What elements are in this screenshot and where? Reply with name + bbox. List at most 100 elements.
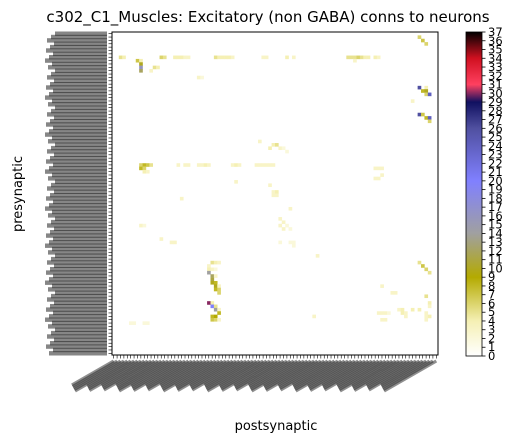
heatmap-cell bbox=[128, 321, 133, 325]
y-tick-label-glyphs bbox=[50, 44, 107, 50]
y-tick-label-glyphs bbox=[50, 156, 107, 161]
x-tick-label-glyphs bbox=[337, 359, 387, 390]
heatmap-cell bbox=[268, 163, 272, 167]
y-tick-label-glyphs bbox=[49, 203, 107, 208]
x-tick-label-glyphs bbox=[339, 359, 393, 393]
heatmap-cell bbox=[271, 190, 276, 194]
heatmap-cell bbox=[397, 307, 401, 312]
colorbar-tick-label: 34 bbox=[488, 51, 503, 65]
heatmap-cell bbox=[424, 116, 429, 120]
x-tick-label-glyphs bbox=[74, 359, 129, 393]
y-tick-label-glyphs bbox=[55, 68, 107, 73]
heatmap-cell bbox=[162, 55, 167, 60]
heatmap-cell bbox=[376, 311, 381, 315]
x-tick-label-glyphs bbox=[307, 359, 353, 388]
heatmap-cell bbox=[268, 183, 272, 188]
heatmap-cell bbox=[424, 294, 429, 299]
y-tick-label-glyphs bbox=[46, 159, 107, 164]
heatmap-cell bbox=[393, 291, 398, 295]
heatmap-cell bbox=[404, 314, 408, 319]
x-tick-label-glyphs bbox=[383, 359, 438, 393]
x-tick-label-glyphs bbox=[220, 359, 271, 391]
y-tick-label-glyphs bbox=[48, 139, 107, 144]
x-tick-label-glyphs bbox=[365, 359, 410, 387]
colorbar-tick-label: 23 bbox=[488, 148, 503, 162]
y-tick-label-glyphs bbox=[51, 330, 107, 336]
heatmap-cell bbox=[227, 55, 232, 60]
y-tick-label-glyphs bbox=[48, 102, 107, 107]
heatmap-cell bbox=[258, 139, 262, 144]
y-tick-label-glyphs bbox=[48, 324, 107, 329]
heatmap-cell bbox=[179, 196, 184, 201]
x-tick-label-glyphs bbox=[146, 359, 196, 390]
colorbar-tick-label: 20 bbox=[488, 174, 503, 188]
x-tick-label-glyphs bbox=[162, 359, 217, 393]
heatmap-cell bbox=[159, 55, 164, 60]
heatmap-cell bbox=[281, 146, 286, 151]
heatmap-cell bbox=[271, 193, 276, 198]
heatmap-cell bbox=[278, 223, 283, 228]
heatmap-cell bbox=[217, 284, 221, 288]
x-tick-label-glyphs bbox=[277, 359, 322, 387]
y-tick-label-glyphs bbox=[50, 341, 107, 346]
x-tick-label-glyphs bbox=[351, 359, 397, 388]
heatmap-cell bbox=[139, 65, 143, 70]
x-tick-label-glyphs bbox=[205, 359, 258, 391]
y-tick-label-glyphs bbox=[54, 41, 107, 46]
heatmap-cell bbox=[207, 270, 211, 275]
y-tick-label-glyphs bbox=[54, 115, 107, 120]
x-tick-label-glyphs bbox=[309, 359, 363, 392]
heatmap-cell bbox=[421, 38, 425, 43]
heatmap-cell bbox=[207, 267, 211, 272]
colorbar-tick-label: 16 bbox=[488, 209, 503, 223]
heatmap-cell bbox=[427, 270, 432, 275]
heatmap-cell bbox=[315, 254, 320, 258]
heatmap-cell bbox=[210, 304, 215, 309]
y-tick-label-glyphs bbox=[45, 169, 107, 174]
y-tick-label-glyphs bbox=[46, 196, 107, 201]
heatmap-cell bbox=[356, 55, 361, 60]
y-tick-label-glyphs bbox=[47, 186, 107, 191]
heatmap-cell bbox=[275, 143, 279, 147]
heatmap-cell bbox=[217, 317, 221, 322]
x-tick-label-glyphs bbox=[353, 359, 407, 392]
heatmap-cell bbox=[383, 317, 388, 322]
heatmap-cell bbox=[427, 314, 432, 319]
heatmap-cells bbox=[118, 35, 432, 325]
heatmap-cell bbox=[346, 55, 350, 60]
y-tick-label-glyphs bbox=[53, 199, 107, 205]
heatmap-cell bbox=[213, 287, 218, 292]
colorbar-tick-label: 1 bbox=[488, 340, 495, 354]
x-tick-label-glyphs bbox=[308, 359, 359, 391]
heatmap-cell bbox=[359, 55, 364, 60]
heatmap-cell bbox=[145, 169, 150, 174]
colorbar-tick-label: 27 bbox=[488, 113, 503, 127]
heatmap-cell bbox=[210, 277, 215, 282]
x-tick-label-glyphs bbox=[161, 359, 210, 390]
y-tick-label-glyphs bbox=[52, 61, 107, 67]
x-tick-label-glyphs bbox=[174, 359, 220, 388]
heatmap-cell bbox=[213, 260, 218, 265]
x-tick-label-glyphs bbox=[265, 359, 319, 392]
heatmap-cell bbox=[275, 193, 279, 198]
x-tick-label-glyphs bbox=[338, 359, 390, 391]
x-tick-label-glyphs bbox=[116, 359, 166, 390]
x-tick-label-glyphs bbox=[204, 359, 251, 388]
colorbar-tick-label: 28 bbox=[488, 104, 503, 118]
x-tick-label-glyphs bbox=[250, 359, 302, 391]
heatmap-cell bbox=[291, 240, 296, 245]
y-tick-label-glyphs bbox=[50, 193, 107, 198]
x-tick-label-glyphs bbox=[234, 359, 281, 389]
heatmap-cell bbox=[207, 264, 211, 268]
heatmap-cell bbox=[424, 311, 429, 315]
x-tick-label-glyphs bbox=[72, 359, 122, 390]
plot-frame bbox=[111, 31, 439, 356]
x-tick-label-glyphs bbox=[294, 359, 346, 391]
y-tick-label-glyphs bbox=[49, 277, 107, 282]
y-tick-label-glyphs bbox=[45, 95, 107, 100]
colorbar-tick-label: 5 bbox=[488, 305, 495, 319]
x-tick-label-glyphs bbox=[132, 359, 183, 391]
y-tick-label-glyphs bbox=[53, 162, 107, 168]
heatmap-cell bbox=[410, 307, 415, 312]
x-tick-label-glyphs bbox=[278, 359, 325, 389]
